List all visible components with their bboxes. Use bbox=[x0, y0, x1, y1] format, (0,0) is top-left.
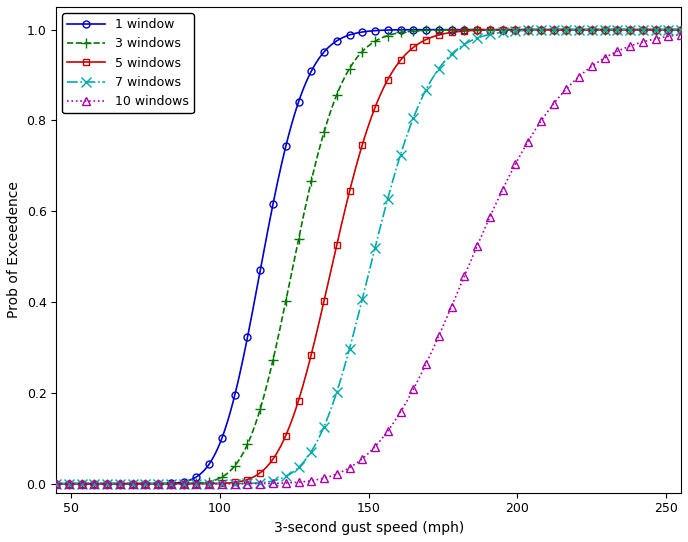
Legend: 1 window, 3 windows, 5 windows, 7 windows, 10 windows: 1 window, 3 windows, 5 windows, 7 window… bbox=[63, 13, 194, 113]
X-axis label: 3-second gust speed (mph): 3-second gust speed (mph) bbox=[274, 521, 464, 535]
Y-axis label: Prob of Exceedence: Prob of Exceedence bbox=[7, 182, 21, 318]
